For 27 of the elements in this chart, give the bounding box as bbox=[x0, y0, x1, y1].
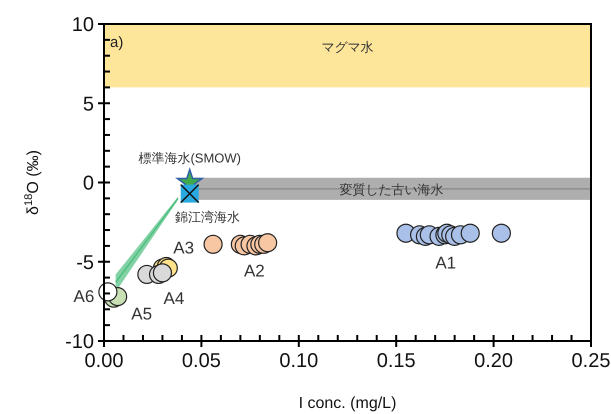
x-tick-label: 0.10 bbox=[279, 350, 318, 372]
point bbox=[203, 234, 223, 254]
series-label: 標準海水(SMOW) bbox=[138, 150, 241, 166]
series-label: A6 bbox=[74, 286, 94, 306]
x-tick-label: 0.20 bbox=[474, 350, 514, 372]
series-label: A5 bbox=[131, 304, 152, 324]
series-label: A4 bbox=[164, 288, 184, 308]
y-tick-label: 10 bbox=[72, 14, 94, 36]
y-tick-label: -10 bbox=[65, 331, 94, 353]
annotation: a) bbox=[110, 34, 124, 51]
band-label: マグマ水 bbox=[322, 40, 374, 55]
y-tick-label: 0 bbox=[82, 172, 94, 194]
series-label: 錦江湾海水 bbox=[175, 210, 240, 225]
x-tick-label: 0.15 bbox=[376, 350, 416, 372]
point bbox=[492, 224, 511, 243]
x-tick-label: 0.05 bbox=[182, 350, 221, 372]
point bbox=[258, 233, 278, 252]
series-label: A1 bbox=[435, 254, 456, 273]
series-label: A3 bbox=[173, 238, 194, 258]
x-axis-title: I conc. (mg/L) bbox=[298, 395, 396, 412]
x-tick-label: 0.25 bbox=[572, 350, 610, 372]
x-tick-label: 0.00 bbox=[84, 350, 124, 372]
series-label: A2 bbox=[244, 262, 265, 281]
point bbox=[460, 224, 480, 243]
y-tick-label: 5 bbox=[82, 93, 94, 116]
y-tick-label: -5 bbox=[76, 252, 94, 274]
series-label: 変質した古い海水 bbox=[339, 182, 444, 197]
